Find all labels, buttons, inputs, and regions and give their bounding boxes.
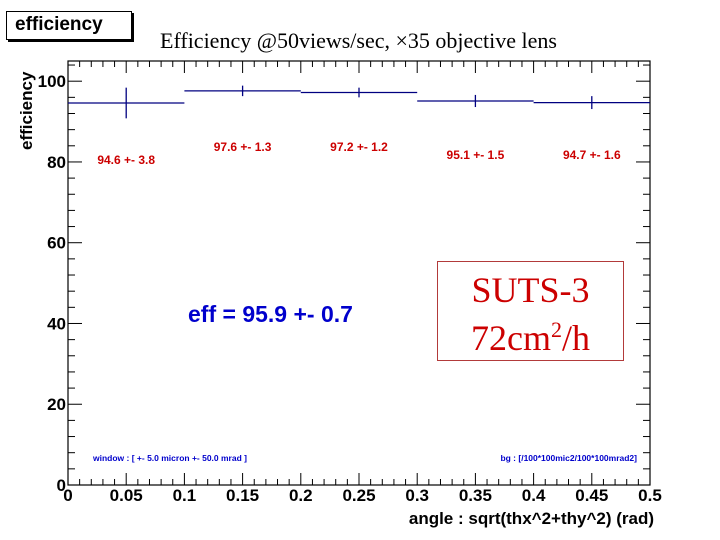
suts-rate-prefix: 72cm [471,318,551,358]
bin-data-label: 94.7 +- 1.6 [563,148,621,162]
bins-layer [68,85,650,119]
y-axis-title: efficiency [17,71,36,150]
x-tick-label: 0.4 [522,486,546,505]
bin-data-label: 95.1 +- 1.5 [447,148,505,162]
y-tick-label: 0 [57,476,66,495]
suts-rate-label: 72cm2/h [438,310,623,358]
suts-rate-suffix: /h [561,318,590,358]
x-tick-label: 0.3 [405,486,429,505]
histogram-title-box: efficiency [6,11,132,40]
x-tick-label: 0.1 [173,486,197,505]
axis-layer: 0 0.05 0.1 0.15 0.2 0.25 0.3 0.35 0.4 0.45 0.5 0 20 4… [38,61,662,505]
x-tick-label: 0.5 [638,486,662,505]
bin-data-label: 94.6 +- 3.8 [97,153,155,167]
x-tick-label: 0.15 [226,486,259,505]
x-axis-title: angle : sqrt(thx^2+thy^2) (rad) [409,509,654,528]
bg-note: bg : [/100*100mic2/100*100mrad2] [500,453,637,463]
x-tick-label: 0.45 [575,486,608,505]
x-tick-label: 0.2 [289,486,313,505]
histogram-title: efficiency [15,14,103,35]
x-tick-label: 0.05 [110,486,143,505]
x-tick-label: 0 [63,486,72,505]
window-note: window : [ +- 5.0 micron +- 50.0 mrad ] [92,453,247,463]
fit-result-text: eff = 95.9 +- 0.7 [188,301,353,327]
y-tick-label: 20 [47,395,66,414]
bin-data-label: 97.2 +- 1.2 [330,140,388,154]
y-tick-label: 60 [47,234,66,253]
bin-data-label: 97.6 +- 1.3 [214,140,272,154]
x-tick-label: 0.35 [459,486,492,505]
y-tick-label: 80 [47,153,66,172]
y-tick-label: 40 [47,314,66,333]
data-labels-layer: 94.6 +- 3.8 97.6 +- 1.3 97.2 +- 1.2 95.1 +-… [97,140,621,167]
x-tick-label: 0.25 [342,486,375,505]
suts-annotation-box: SUTS-3 72cm2/h [437,261,624,361]
suts-device-label: SUTS-3 [471,270,590,310]
y-tick-label: 100 [38,72,66,91]
slide-heading: Efficiency @50views/sec, ×35 objective l… [160,28,557,53]
suts-rate-sup: 2 [550,317,562,342]
